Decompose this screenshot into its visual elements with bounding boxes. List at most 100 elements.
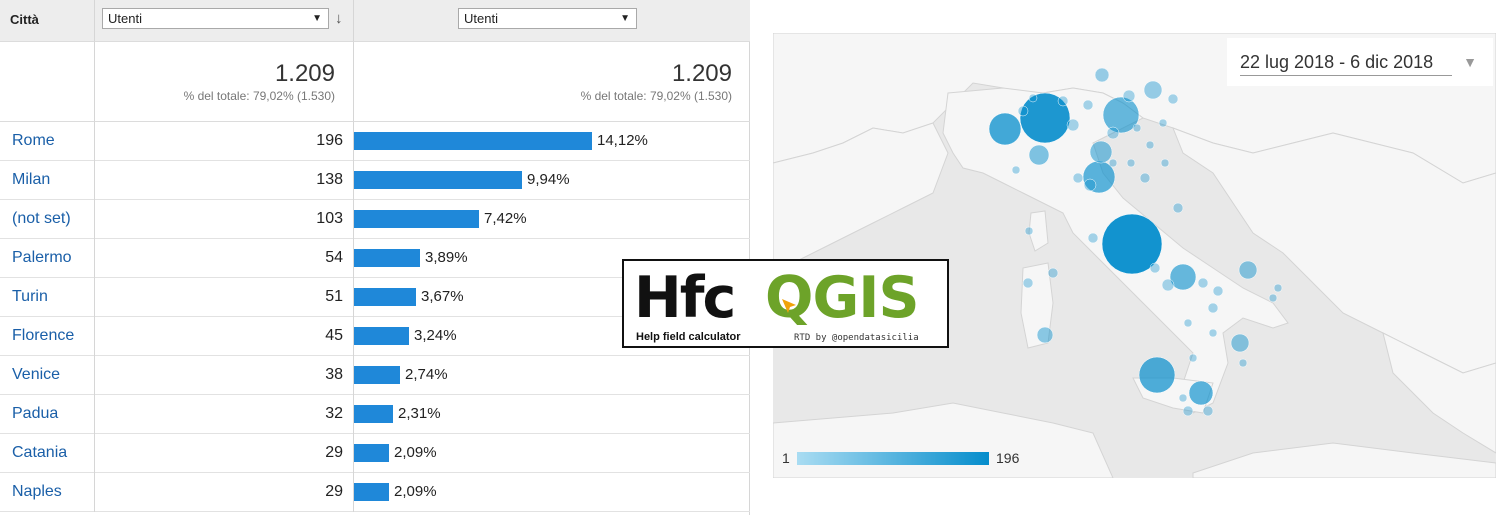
date-underline — [1240, 75, 1452, 76]
logo-text-qgis: QGIS — [765, 265, 920, 331]
dropdown-caret-icon: ▼ — [620, 13, 630, 24]
geo-map[interactable] — [773, 33, 1496, 478]
percentage-cell: 3,67% — [354, 278, 750, 317]
dropdown-caret-icon: ▼ — [1463, 54, 1477, 70]
total-value: 1.209 — [274, 60, 335, 87]
logo-credit: RTD by @opendatasicilia — [794, 333, 919, 343]
city-link[interactable]: Florence — [0, 317, 95, 356]
table-row: Turin 51 3,67% — [0, 278, 750, 317]
hfcqgis-logo: Hfc QGIS Help field calculator RTD by @o… — [622, 259, 949, 348]
share-percentage: 3,89% — [425, 249, 468, 266]
percentage-cell: 9,94% — [354, 161, 750, 200]
city-link[interactable]: Turin — [0, 278, 95, 317]
legend-min-label: 1 — [782, 450, 790, 466]
table-row: Rome 196 14,12% — [0, 122, 750, 161]
city-column-header[interactable]: Città — [0, 0, 95, 42]
city-link[interactable]: Milan — [0, 161, 95, 200]
cities-table: Città Utenti ▼ ↓ Utenti ▼ 1.209 % del to… — [0, 0, 750, 515]
qgis-arrow-icon — [782, 299, 796, 313]
logo-subtitle: Help field calculator — [636, 331, 741, 343]
share-percentage: 2,09% — [394, 444, 437, 461]
city-link[interactable]: Padua — [0, 395, 95, 434]
share-bar — [354, 288, 416, 306]
share-bar — [354, 132, 592, 150]
logo-text-hfc: Hfc — [634, 265, 736, 331]
users-value: 196 — [95, 122, 354, 161]
city-link[interactable]: Naples — [0, 473, 95, 512]
percentage-cell: 3,89% — [354, 239, 750, 278]
metric2-select-value: Utenti — [464, 11, 498, 26]
users-value: 138 — [95, 161, 354, 200]
bubble-milan — [1019, 92, 1071, 144]
table-row: Naples 29 2,09% — [0, 473, 750, 512]
metric1-column-header: Utenti ▼ ↓ — [95, 0, 354, 42]
share-bar — [354, 405, 393, 423]
bubble-turin — [988, 112, 1022, 146]
percentage-cell: 14,12% — [354, 122, 750, 161]
totals-metric1-cell: 1.209 % del totale: 79,02% (1.530) — [95, 42, 354, 122]
bubble-venice — [1102, 96, 1140, 134]
percentage-cell: 2,31% — [354, 395, 750, 434]
city-column-title: Città — [10, 12, 39, 27]
share-bar — [354, 444, 389, 462]
users-value: 29 — [95, 473, 354, 512]
percentage-cell: 2,09% — [354, 434, 750, 473]
table-row: Milan 138 9,94% — [0, 161, 750, 200]
share-percentage: 2,31% — [398, 405, 441, 422]
city-link[interactable]: Palermo — [0, 239, 95, 278]
date-range-picker[interactable]: 22 lug 2018 - 6 dic 2018 ▼ — [1227, 38, 1493, 86]
users-value: 38 — [95, 356, 354, 395]
users-value: 54 — [95, 239, 354, 278]
share-bar — [354, 483, 389, 501]
share-bar — [354, 366, 400, 384]
metric2-select[interactable]: Utenti ▼ — [458, 8, 637, 29]
share-percentage: 9,94% — [527, 171, 570, 188]
metric2-column-header: Utenti ▼ — [354, 0, 750, 42]
legend-max-label: 196 — [996, 450, 1020, 466]
users-value: 32 — [95, 395, 354, 434]
users-value: 45 — [95, 317, 354, 356]
dropdown-caret-icon: ▼ — [312, 13, 322, 24]
city-bubbles — [988, 67, 1283, 417]
total-value: 1.209 — [671, 60, 732, 87]
map-canvas — [773, 33, 1496, 478]
metric1-select[interactable]: Utenti ▼ — [102, 8, 329, 29]
metric1-select-value: Utenti — [108, 11, 142, 26]
share-percentage: 14,12% — [597, 132, 648, 149]
bubble-rome — [1101, 213, 1163, 275]
city-link[interactable]: Venice — [0, 356, 95, 395]
users-value: 103 — [95, 200, 354, 239]
total-percentage: % del totale: 79,02% (1.530) — [580, 89, 732, 103]
table-row: Padua 32 2,31% — [0, 395, 750, 434]
percentage-cell: 3,24% — [354, 317, 750, 356]
share-bar — [354, 327, 409, 345]
total-percentage: % del totale: 79,02% (1.530) — [183, 89, 335, 103]
percentage-cell: 2,09% — [354, 473, 750, 512]
bubble-naples — [1169, 263, 1197, 291]
city-link[interactable]: Catania — [0, 434, 95, 473]
share-bar — [354, 171, 522, 189]
share-bar — [354, 210, 479, 228]
percentage-cell: 2,74% — [354, 356, 750, 395]
date-range-value: 22 lug 2018 - 6 dic 2018 — [1240, 52, 1434, 72]
share-percentage: 2,74% — [405, 366, 448, 383]
table-row: Florence 45 3,24% — [0, 317, 750, 356]
share-bar — [354, 249, 420, 267]
sort-descending-icon[interactable]: ↓ — [335, 10, 343, 27]
table-row: Palermo 54 3,89% — [0, 239, 750, 278]
table-row: (not set) 103 7,42% — [0, 200, 750, 239]
share-percentage: 3,67% — [421, 288, 464, 305]
users-value: 51 — [95, 278, 354, 317]
totals-metric2-cell: 1.209 % del totale: 79,02% (1.530) — [354, 42, 750, 122]
city-link[interactable]: (not set) — [0, 200, 95, 239]
share-percentage: 7,42% — [484, 210, 527, 227]
share-percentage: 2,09% — [394, 483, 437, 500]
users-value: 29 — [95, 434, 354, 473]
table-row: Venice 38 2,74% — [0, 356, 750, 395]
totals-city-cell — [0, 42, 95, 122]
table-row: Catania 29 2,09% — [0, 434, 750, 473]
city-link[interactable]: Rome — [0, 122, 95, 161]
bubble-catania — [1188, 380, 1214, 406]
percentage-cell: 7,42% — [354, 200, 750, 239]
share-percentage: 3,24% — [414, 327, 457, 344]
